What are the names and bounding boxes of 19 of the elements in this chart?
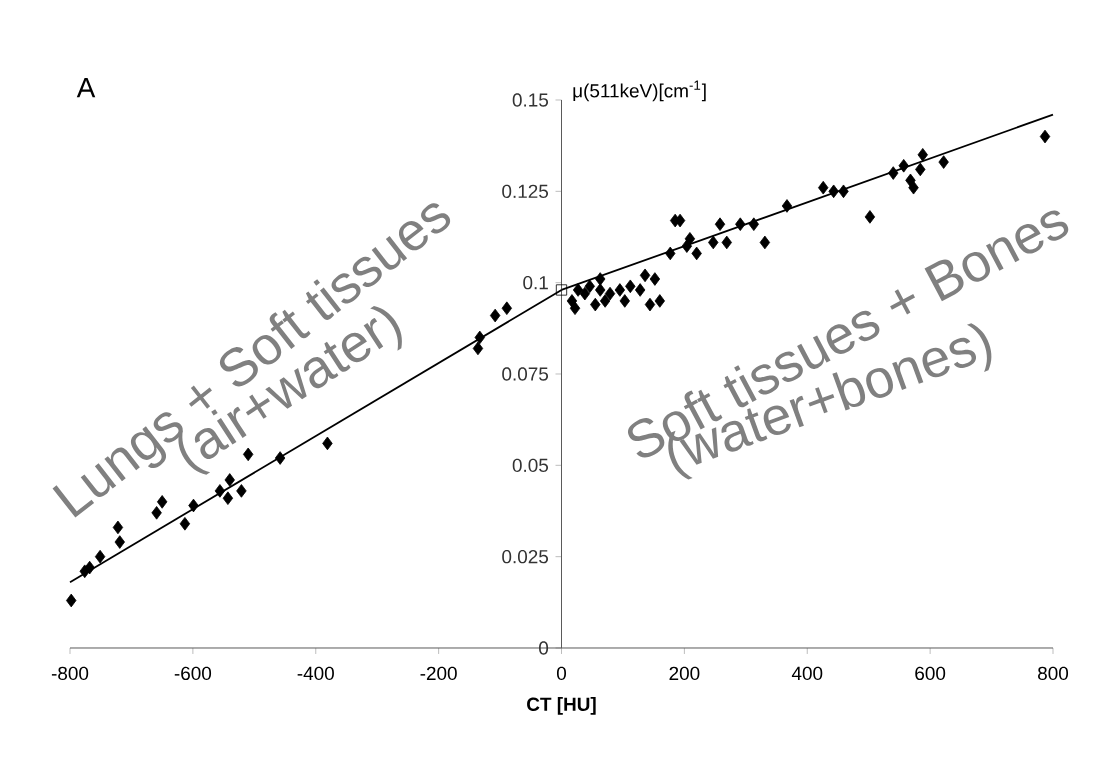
chart-title: A	[76, 78, 96, 98]
x-tick-label: -800	[51, 666, 89, 681]
y-tick-label: 0.025	[502, 549, 549, 564]
x-tick-label: -600	[174, 666, 212, 681]
x-tick-label: -400	[297, 666, 334, 681]
x-axis-title: CT [HU]	[527, 697, 596, 715]
x-tick-label: 400	[791, 666, 823, 681]
y-tick-label: 0	[539, 641, 549, 655]
y-axis-title: μ(511keV)[cm$^{-1}$]	[573, 80, 706, 102]
y-tick-label: 0.125	[502, 184, 549, 199]
x-tick-label: 200	[669, 666, 700, 681]
x-tick-label: 600	[915, 666, 946, 681]
y-tick-label: 0.1	[523, 275, 548, 290]
x-tick-label: -200	[420, 666, 457, 681]
y-tick-label: 0.075	[502, 367, 549, 381]
y-tick-label: 0.15	[512, 93, 549, 107]
x-tick-label: 0	[556, 666, 567, 681]
x-tick-label: 800	[1038, 666, 1069, 681]
y-tick-label: 0.05	[512, 458, 549, 473]
